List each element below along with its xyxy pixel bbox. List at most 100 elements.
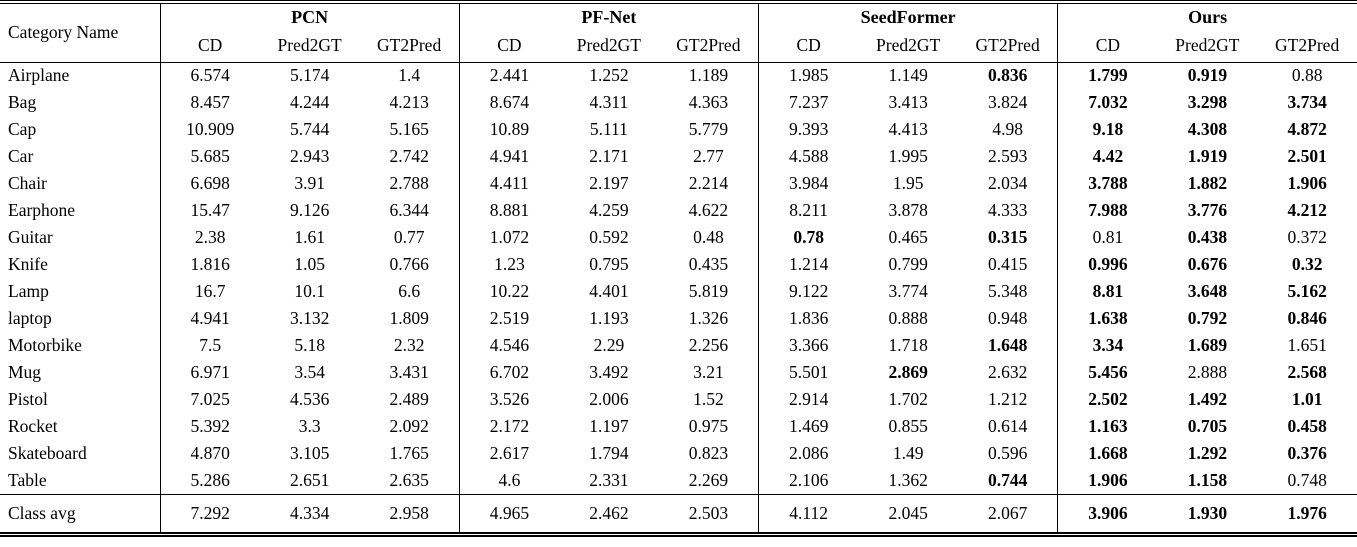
column-header-cd: CD <box>458 30 559 63</box>
table-row: Car 5.685 2.943 2.742 4.941 2.171 2.77 4.588 1.9… <box>0 143 1357 170</box>
sub-header-row: CD Pred2GT GT2Pred CD Pred2GT GT2Pred CD Pred2G… <box>0 30 1357 63</box>
value-cell: 2.503 <box>658 493 759 534</box>
table-row: laptop 4.941 3.132 1.809 2.519 1.193 1.326 1.83… <box>0 305 1357 332</box>
value-cell: 1.668 <box>1057 440 1158 467</box>
value-cell: 1.816 <box>159 251 260 278</box>
column-header-cd: CD <box>1057 30 1158 63</box>
value-cell: 2.086 <box>758 440 859 467</box>
value-cell: 1.882 <box>1187 173 1228 193</box>
value-cell: 1.718 <box>888 335 928 355</box>
value-cell: 4.941 <box>159 305 260 332</box>
value-cell: 3.298 <box>1187 92 1228 112</box>
value-cell: 2.045 <box>858 493 958 534</box>
column-header-gt2pred: GT2Pred <box>359 30 460 63</box>
value-cell: 3.824 <box>987 92 1028 112</box>
value-cell: 5.174 <box>289 65 330 86</box>
value-cell: 2.171 <box>589 146 629 166</box>
value-cell: 7.292 <box>159 493 260 534</box>
value-cell: 2.092 <box>389 416 429 436</box>
value-cell: 1.765 <box>389 443 429 463</box>
value-cell: 0.975 <box>688 416 729 436</box>
table-row: Knife 1.816 1.05 0.766 1.23 0.795 0.435 1.214 0.… <box>0 251 1357 278</box>
value-cell: 2.441 <box>458 62 559 89</box>
category-cell: Knife <box>8 254 48 274</box>
value-cell: 3.91 <box>294 173 325 193</box>
value-cell: 0.415 <box>987 254 1028 274</box>
value-cell: 1.212 <box>987 389 1028 409</box>
value-cell: 2.034 <box>987 173 1028 193</box>
value-cell: 5.456 <box>1057 359 1158 386</box>
category-cell: Airplane <box>8 65 70 86</box>
category-cell: Rocket <box>8 416 58 436</box>
value-cell: 4.411 <box>458 170 559 197</box>
value-cell: 0.596 <box>987 443 1028 463</box>
value-cell: 9.393 <box>758 116 859 143</box>
value-cell: 0.748 <box>1287 469 1327 490</box>
table-body: Airplane 6.574 5.174 1.4 2.441 1.252 1.189 1.98… <box>0 62 1357 494</box>
value-cell: 4.311 <box>589 92 629 112</box>
value-cell: 0.855 <box>888 416 928 436</box>
value-cell: 2.172 <box>458 413 559 440</box>
value-cell: 4.6 <box>458 467 559 494</box>
value-cell: 4.308 <box>1187 119 1228 139</box>
value-cell: 0.846 <box>1287 308 1327 328</box>
value-cell: 2.958 <box>359 493 460 534</box>
column-header-pred2gt: Pred2GT <box>559 30 659 63</box>
value-cell: 1.906 <box>1057 467 1158 494</box>
value-cell: 0.592 <box>589 227 629 247</box>
category-cell: Guitar <box>8 227 53 247</box>
value-cell: 1.49 <box>892 443 924 463</box>
value-cell: 0.458 <box>1287 416 1327 436</box>
value-cell: 2.197 <box>589 173 629 193</box>
value-cell: 2.788 <box>389 173 429 193</box>
table-row: Mug 6.971 3.54 3.431 6.702 3.492 3.21 5.501 2.86… <box>0 359 1357 386</box>
value-cell: 0.744 <box>987 469 1028 490</box>
value-cell: 7.988 <box>1057 197 1158 224</box>
table-row: Rocket 5.392 3.3 2.092 2.172 1.197 0.975 1.469 0… <box>0 413 1357 440</box>
table-row: Lamp 16.7 10.1 6.6 10.22 4.401 5.819 9.122 3.774… <box>0 278 1357 305</box>
value-cell: 3.34 <box>1057 332 1158 359</box>
value-cell: 10.22 <box>458 278 559 305</box>
value-cell: 2.568 <box>1287 362 1327 382</box>
value-cell: 1.01 <box>1291 389 1323 409</box>
value-cell: 10.89 <box>458 116 559 143</box>
value-cell: 10.1 <box>294 281 325 301</box>
value-cell: 3.906 <box>1057 493 1158 534</box>
value-cell: 0.465 <box>888 227 928 247</box>
value-cell: 1.072 <box>458 224 559 251</box>
value-cell: 5.286 <box>159 467 260 494</box>
value-cell: 0.836 <box>987 65 1028 86</box>
value-cell: 1.95 <box>892 173 924 193</box>
value-cell: 6.344 <box>389 200 429 220</box>
value-cell: 2.269 <box>688 469 729 490</box>
value-cell: 3.878 <box>888 200 928 220</box>
value-cell: 0.372 <box>1287 227 1327 247</box>
value-cell: 1.158 <box>1187 469 1228 490</box>
table-row: Earphone 15.47 9.126 6.344 8.881 4.259 4.622 8.… <box>0 197 1357 224</box>
value-cell: 1.05 <box>294 254 325 274</box>
column-header-gt2pred: GT2Pred <box>1257 30 1357 63</box>
value-cell: 1.469 <box>758 413 859 440</box>
category-cell: Car <box>8 146 34 166</box>
table-header: Category Name PCN PF-Net SeedFormer Ours… <box>0 2 1357 63</box>
category-cell: Lamp <box>8 281 49 301</box>
column-header-cd: CD <box>758 30 859 63</box>
category-cell: Pistol <box>8 389 48 409</box>
value-cell: 5.162 <box>1287 281 1327 301</box>
value-cell: 7.5 <box>159 332 260 359</box>
value-cell: 4.213 <box>389 92 429 112</box>
value-cell: 2.32 <box>393 335 425 355</box>
category-name-header: Category Name <box>0 2 160 63</box>
method-header-ours: Ours <box>1057 2 1357 30</box>
value-cell: 1.4 <box>398 65 421 86</box>
value-cell: 5.348 <box>987 281 1028 301</box>
value-cell: 1.163 <box>1057 413 1158 440</box>
value-cell: 1.252 <box>589 65 629 86</box>
method-header-pcn: PCN <box>159 2 460 30</box>
table-footer: Class avg 7.292 4.334 2.958 4.965 2.462 2.503 4… <box>0 493 1357 534</box>
value-cell: 3.3 <box>298 416 321 436</box>
value-cell: 2.106 <box>758 467 859 494</box>
value-cell: 6.574 <box>159 62 260 89</box>
value-cell: 6.971 <box>159 359 260 386</box>
value-cell: 1.995 <box>888 146 928 166</box>
